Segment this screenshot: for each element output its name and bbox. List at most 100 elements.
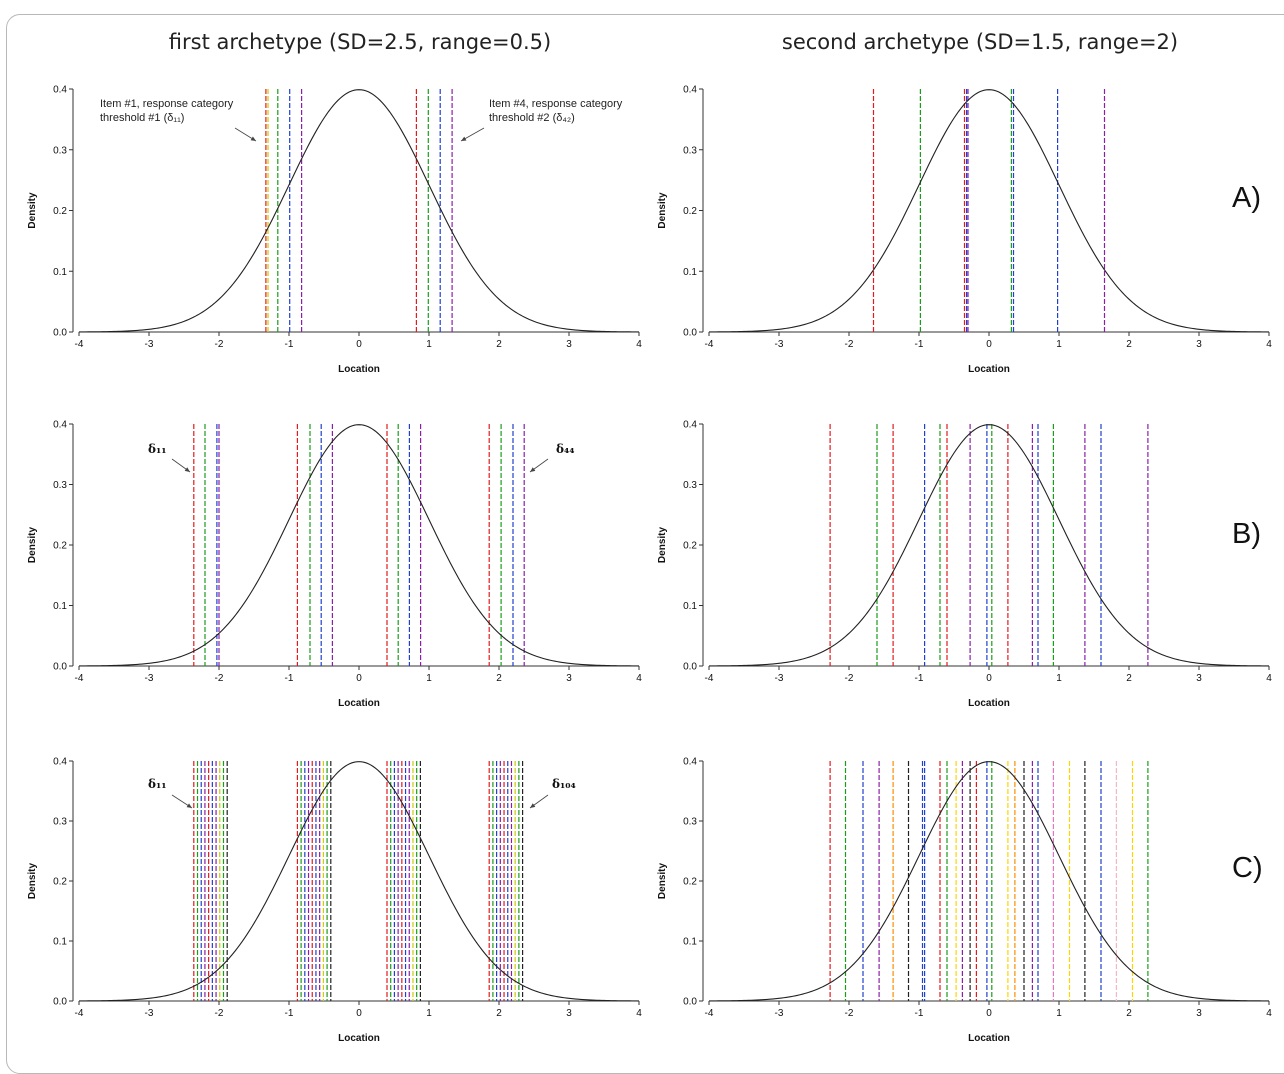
y-axis-label-c-left: Density xyxy=(27,863,38,900)
x-tick-label-b-left: 1 xyxy=(426,673,432,684)
annotation-text-b-left: δ₄₄ xyxy=(556,442,575,456)
annotation-text-b-left: δ₁₁ xyxy=(148,442,167,456)
y-tick-label-a-left: 0.3 xyxy=(53,145,67,156)
x-tick-label-b-right: 4 xyxy=(1266,673,1272,684)
y-axis-label-a-right: Density xyxy=(657,192,668,229)
x-tick-label-a-left: -4 xyxy=(75,339,84,350)
x-tick-label-b-left: 4 xyxy=(636,673,642,684)
x-tick-label-c-left: -2 xyxy=(215,1008,224,1019)
x-tick-label-a-right: -1 xyxy=(915,339,924,350)
x-tick-label-a-right: 4 xyxy=(1266,339,1272,350)
density-curve-b-right xyxy=(708,424,1270,667)
y-tick-label-c-right: 0.1 xyxy=(683,937,697,948)
y-tick-label-a-left: 0.4 xyxy=(53,85,67,96)
y-tick-label-b-right: 0.0 xyxy=(683,662,697,673)
y-tick-label-b-left: 0.1 xyxy=(53,601,67,612)
x-tick-label-c-right: 2 xyxy=(1126,1008,1132,1019)
annotation-arrow-head-a-left xyxy=(461,136,467,141)
x-tick-label-c-right: 0 xyxy=(986,1008,992,1019)
y-tick-label-c-left: 0.0 xyxy=(53,997,67,1008)
x-tick-label-b-right: 2 xyxy=(1126,673,1132,684)
y-tick-label-c-right: 0.2 xyxy=(683,877,697,888)
x-tick-label-b-left: 2 xyxy=(496,673,502,684)
y-tick-label-a-right: 0.3 xyxy=(683,145,697,156)
y-tick-label-c-right: 0.3 xyxy=(683,817,697,828)
x-tick-label-a-right: 2 xyxy=(1126,339,1132,350)
y-tick-label-c-left: 0.3 xyxy=(53,817,67,828)
y-tick-label-a-right: 0.4 xyxy=(683,85,697,96)
y-tick-label-c-left: 0.4 xyxy=(53,757,67,768)
y-tick-label-c-left: 0.2 xyxy=(53,877,67,888)
x-axis-label-a-left: Location xyxy=(338,364,380,375)
x-tick-label-c-left: 1 xyxy=(426,1008,432,1019)
y-tick-label-b-right: 0.4 xyxy=(683,420,697,431)
x-tick-label-a-right: -2 xyxy=(845,339,854,350)
annotation-arrow-head-b-left xyxy=(530,467,536,472)
x-tick-label-a-left: 1 xyxy=(426,339,432,350)
y-tick-label-a-left: 0.0 xyxy=(53,328,67,339)
x-tick-label-c-left: -3 xyxy=(145,1008,154,1019)
x-tick-label-b-right: -4 xyxy=(705,673,714,684)
row-label-c: C) xyxy=(1232,852,1263,884)
y-tick-label-b-left: 0.2 xyxy=(53,541,67,552)
y-tick-label-a-right: 0.1 xyxy=(683,267,697,278)
y-tick-label-b-right: 0.1 xyxy=(683,601,697,612)
x-tick-label-a-right: 1 xyxy=(1056,339,1062,350)
y-tick-label-b-left: 0.0 xyxy=(53,662,67,673)
annotation-arrow-head-b-left xyxy=(184,467,190,472)
x-axis-label-b-left: Location xyxy=(338,698,380,709)
y-tick-label-b-right: 0.2 xyxy=(683,541,697,552)
x-tick-label-b-left: -4 xyxy=(75,673,84,684)
x-tick-label-b-right: 1 xyxy=(1056,673,1062,684)
density-curve-a-right xyxy=(708,89,1270,333)
y-tick-label-a-right: 0.0 xyxy=(683,328,697,339)
x-tick-label-a-left: 3 xyxy=(566,339,572,350)
x-tick-label-c-right: -1 xyxy=(915,1008,924,1019)
x-tick-label-a-right: -4 xyxy=(705,339,714,350)
y-tick-label-a-left: 0.2 xyxy=(53,206,67,217)
x-tick-label-a-right: 3 xyxy=(1196,339,1202,350)
annotation-arrow-head-c-left xyxy=(186,803,192,808)
x-tick-label-c-left: 2 xyxy=(496,1008,502,1019)
density-curve-c-right xyxy=(708,761,1270,1002)
x-tick-label-c-right: 1 xyxy=(1056,1008,1062,1019)
annotation-arrow-head-a-left xyxy=(250,136,256,141)
x-tick-label-b-right: -3 xyxy=(775,673,784,684)
density-curve-c-left xyxy=(78,761,640,1002)
x-tick-label-a-right: -3 xyxy=(775,339,784,350)
y-tick-label-c-right: 0.4 xyxy=(683,757,697,768)
right-column-title: second archetype (SD=1.5, range=2) xyxy=(781,30,1179,54)
density-curve-b-left xyxy=(78,424,640,667)
x-tick-label-b-left: 0 xyxy=(356,673,362,684)
x-tick-label-c-left: 0 xyxy=(356,1008,362,1019)
x-tick-label-c-right: 4 xyxy=(1266,1008,1272,1019)
x-tick-label-a-left: 4 xyxy=(636,339,642,350)
y-axis-label-b-left: Density xyxy=(27,527,38,564)
annotation-arrow-head-c-left xyxy=(530,803,536,808)
density-curve-a-left xyxy=(78,89,640,333)
row-label-a: A) xyxy=(1232,182,1261,214)
y-axis-label-c-right: Density xyxy=(657,863,668,900)
row-label-b: B) xyxy=(1232,518,1261,550)
annotation-text-c-left: δ₁₁ xyxy=(148,777,167,791)
x-tick-label-a-left: -3 xyxy=(145,339,154,350)
y-axis-label-b-right: Density xyxy=(657,527,668,564)
x-tick-label-b-right: 0 xyxy=(986,673,992,684)
y-tick-label-b-right: 0.3 xyxy=(683,480,697,491)
x-tick-label-c-right: -3 xyxy=(775,1008,784,1019)
x-axis-label-b-right: Location xyxy=(968,698,1010,709)
x-tick-label-b-right: -1 xyxy=(915,673,924,684)
x-tick-label-c-left: -1 xyxy=(285,1008,294,1019)
x-tick-label-c-left: 4 xyxy=(636,1008,642,1019)
x-tick-label-b-left: -2 xyxy=(215,673,224,684)
x-axis-label-c-right: Location xyxy=(968,1033,1010,1044)
x-tick-label-a-left: -2 xyxy=(215,339,224,350)
x-axis-label-c-left: Location xyxy=(338,1033,380,1044)
x-tick-label-a-right: 0 xyxy=(986,339,992,350)
density-plots: -4 -3 -2 -1 0 1 2 3 4 0.0 0.1 0.2 0.3 0.4 Location Dens… xyxy=(27,85,1272,1045)
x-tick-label-b-left: 3 xyxy=(566,673,572,684)
y-tick-label-b-left: 0.4 xyxy=(53,420,67,431)
annotation-text-a-left: threshold #1 (δ₁₁) xyxy=(100,112,184,124)
y-tick-label-a-left: 0.1 xyxy=(53,267,67,278)
x-tick-label-a-left: -1 xyxy=(285,339,294,350)
